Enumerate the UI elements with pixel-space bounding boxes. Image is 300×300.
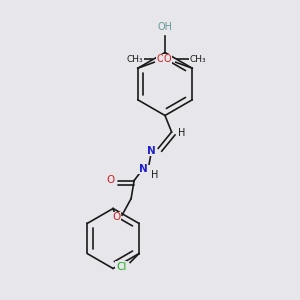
- Text: CH₃: CH₃: [127, 55, 144, 64]
- Text: N: N: [147, 146, 156, 156]
- Text: O: O: [164, 54, 172, 64]
- Text: O: O: [106, 175, 114, 185]
- Text: H: H: [178, 128, 186, 139]
- Text: CH₃: CH₃: [189, 55, 206, 64]
- Text: OH: OH: [158, 22, 172, 32]
- Text: O: O: [112, 212, 121, 223]
- Text: Cl: Cl: [116, 262, 126, 272]
- Text: N: N: [139, 164, 148, 174]
- Text: H: H: [151, 169, 158, 180]
- Text: O: O: [157, 54, 165, 64]
